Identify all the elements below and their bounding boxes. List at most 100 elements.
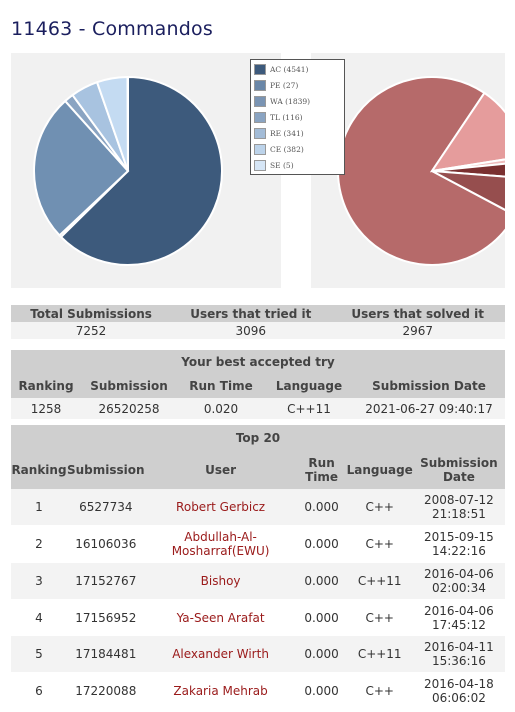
top-date-header: Submission Date <box>413 450 505 489</box>
pie-slice-wa <box>33 99 130 237</box>
table-row: 3 17152767 Bishoy 0.000 C++11 2016-04-06 02:00… <box>11 563 505 599</box>
runtime-header-line2: Time <box>305 469 339 484</box>
pie-slice <box>431 162 505 178</box>
top-submission-header: Submission <box>67 462 145 477</box>
runtime-cell: 0.000 <box>304 574 339 588</box>
legend-label: RE (341) <box>270 128 304 138</box>
date-cell: 2016-04-06 17:45:12 <box>424 603 494 632</box>
verdict-chart-panel <box>11 53 281 288</box>
legend-item: WA (1839) <box>254 95 310 107</box>
date-header-line2: Date <box>442 469 475 484</box>
date-cell: 2015-09-15 14:22:16 <box>424 530 494 558</box>
best-try-table: Your best accepted try Ranking Submissio… <box>11 350 505 419</box>
user-link[interactable]: Zakaria Mehrab <box>173 684 268 698</box>
users-tried-header: Users that tried it <box>190 306 312 321</box>
rank-cell: 4 <box>35 610 43 625</box>
legend-label: AC (4541) <box>270 64 309 74</box>
legend-item: PE (27) <box>254 79 298 91</box>
legend-swatch <box>254 159 266 171</box>
submission-id[interactable]: 6527734 <box>79 500 133 514</box>
runtime-header-line1: Run <box>308 455 335 470</box>
legend-swatch <box>254 127 266 139</box>
legend-label: PE (27) <box>270 80 299 90</box>
language-cell: C++ <box>365 684 394 698</box>
top20-caption: Top 20 <box>235 430 281 445</box>
page-title: 11463 - Commandos <box>11 18 213 40</box>
top-ranking-header: Ranking <box>11 462 67 477</box>
language-cell: C++11 <box>357 647 402 661</box>
runtime-cell: 0.000 <box>304 684 339 698</box>
date-cell: 2016-04-06 02:00:34 <box>424 567 494 595</box>
chart-legend: AC (4541) PE (27) WA (1839) TL (116) RE (341… <box>250 59 345 175</box>
date-cell: 2016-04-18 06:06:02 <box>424 677 494 705</box>
users-solved-value: 2967 <box>402 323 433 338</box>
best-runtime: 0.020 <box>203 401 239 416</box>
rank-cell: 1 <box>35 500 43 514</box>
total-submissions-value: 7252 <box>75 323 107 338</box>
submission-id[interactable]: 16106036 <box>75 537 137 551</box>
language-cell: C++ <box>365 537 394 551</box>
date-cell: 2016-04-11 15:36:16 <box>424 640 494 668</box>
top-language-header: Language <box>346 462 413 477</box>
user-link[interactable]: Alexander Wirth <box>172 647 269 661</box>
language-cell: C++11 <box>357 574 402 588</box>
legend-swatch <box>254 79 266 91</box>
language-cell: C++ <box>365 610 394 625</box>
best-submission-id[interactable]: 26520258 <box>98 401 160 416</box>
user-link[interactable]: Bishoy <box>200 574 241 588</box>
legend-swatch <box>254 111 266 123</box>
runtime-cell: 0.000 <box>304 500 339 514</box>
best-date: 2021-06-27 09:40:17 <box>365 401 493 416</box>
rank-cell: 5 <box>35 647 43 661</box>
legend-label: WA (1839) <box>270 96 311 106</box>
pie-slice-ac <box>59 75 223 266</box>
user-link[interactable]: Abdullah-Al- Mosharraf(EWU) <box>171 530 270 558</box>
runtime-cell: 0.000 <box>304 610 339 625</box>
users-tried-value: 3096 <box>235 323 267 338</box>
user-link[interactable]: Robert Gerbicz <box>176 500 266 514</box>
rank-cell: 2 <box>35 537 43 551</box>
top-user-header: User <box>205 462 237 477</box>
best-ranking: 1258 <box>30 401 62 416</box>
submission-id[interactable]: 17152767 <box>75 574 137 588</box>
rank-cell: 6 <box>35 684 43 698</box>
legend-item: RE (341) <box>254 127 304 139</box>
best-language: C++11 <box>287 401 331 416</box>
users-solved-header: Users that solved it <box>351 306 485 321</box>
stats-table: Total Submissions Users that tried it Us… <box>11 305 505 339</box>
top-runtime-header: Run Time <box>297 450 347 489</box>
best-date-header: Submission Date <box>372 379 486 393</box>
best-runtime-header: Run Time <box>189 379 253 393</box>
submission-id[interactable]: 17184481 <box>75 647 137 661</box>
top20-table: Top 20 Ranking Submission User Run Time L… <box>11 425 505 710</box>
submission-id[interactable]: 17220088 <box>75 684 137 698</box>
total-submissions-header: Total Submissions <box>30 306 152 321</box>
legend-item: TL (116) <box>254 111 303 123</box>
date-header-line1: Submission <box>420 455 498 470</box>
language-pie-chart <box>337 76 505 266</box>
legend-item: CE (382) <box>254 143 304 155</box>
table-row: 4 17156952 Ya-Seen Arafat 0.000 C++ 2016-04-0… <box>11 599 505 636</box>
table-row: 6 17220088 Zakaria Mehrab 0.000 C++ 2016-04-1… <box>11 672 505 710</box>
legend-item: SE (5) <box>254 159 294 171</box>
legend-label: CE (382) <box>270 144 304 154</box>
best-try-caption: Your best accepted try <box>181 355 335 369</box>
legend-item: AC (4541) <box>254 63 308 75</box>
best-ranking-header: Ranking <box>18 379 74 393</box>
runtime-cell: 0.000 <box>304 537 339 551</box>
best-submission-header: Submission <box>90 379 168 393</box>
verdict-pie-chart <box>33 75 223 266</box>
rank-cell: 3 <box>35 574 43 588</box>
legend-swatch <box>254 95 266 107</box>
legend-swatch <box>254 143 266 155</box>
legend-label: SE (5) <box>270 160 294 170</box>
user-link[interactable]: Ya-Seen Arafat <box>176 610 265 625</box>
submission-id[interactable]: 17156952 <box>75 610 137 625</box>
runtime-cell: 0.000 <box>304 647 339 661</box>
table-row: 5 17184481 Alexander Wirth 0.000 C++11 2016-0… <box>11 636 505 672</box>
language-cell: C++ <box>365 500 394 514</box>
pie-slice <box>429 91 505 173</box>
date-cell: 2008-07-12 21:18:51 <box>424 493 494 521</box>
legend-swatch <box>254 63 266 75</box>
table-row: 2 16106036 Abdullah-Al- Mosharraf(EWU) 0.000… <box>11 525 505 563</box>
